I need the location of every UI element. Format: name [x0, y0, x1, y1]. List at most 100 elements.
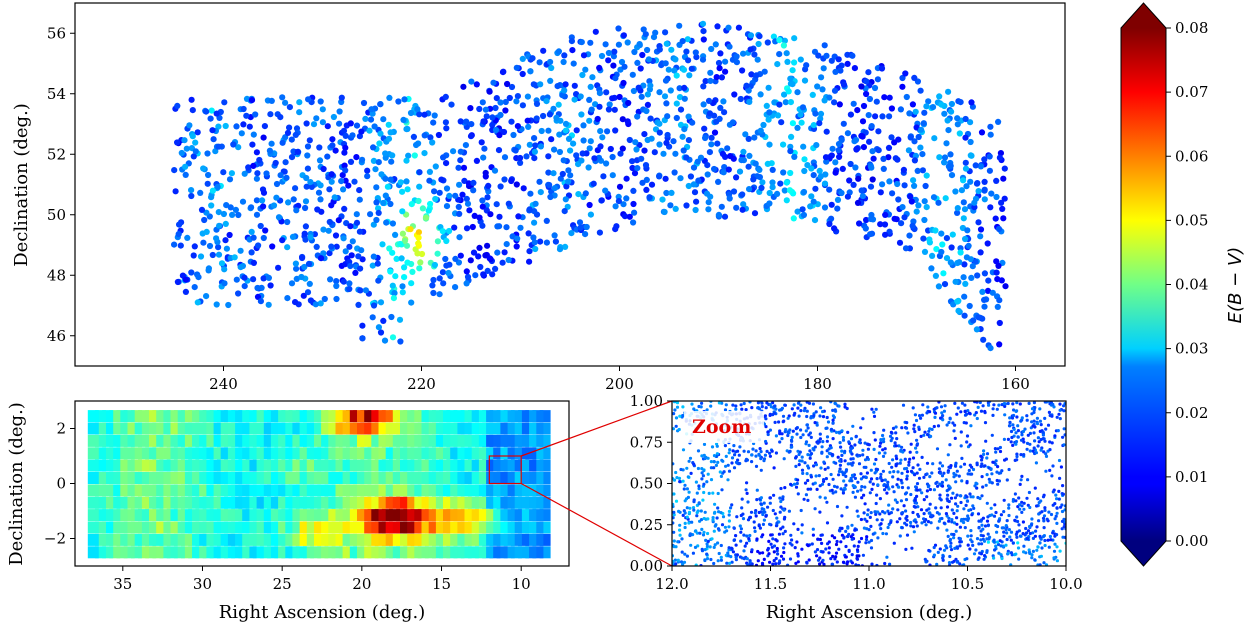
zoom-data-point [1008, 424, 1012, 428]
zoom-data-point [707, 491, 711, 495]
top-data-point [463, 225, 471, 232]
zoom-data-point [772, 544, 777, 548]
zoom-data-point [806, 478, 810, 483]
top-data-point [839, 165, 846, 172]
top-data-point [995, 225, 1003, 233]
bottom-left-map-cell [109, 447, 121, 460]
bottom-left-map-cell [360, 410, 372, 423]
bottom-left-map-cell [374, 509, 386, 522]
top-data-point [847, 111, 855, 118]
zoom-data-point [844, 529, 848, 534]
top-data-point [968, 99, 975, 106]
zoom-data-point [673, 408, 677, 412]
zoom-data-point [764, 417, 768, 421]
top-data-point [333, 295, 340, 303]
top-data-point [766, 141, 773, 148]
top-data-point [985, 277, 992, 284]
bottom-left-map-cell [460, 472, 472, 484]
top-data-point [850, 100, 857, 107]
top-data-point [683, 48, 690, 55]
zoom-data-point [702, 442, 707, 446]
zoom-data-point [884, 532, 889, 536]
top-data-point [317, 196, 324, 203]
zoom-data-point [913, 430, 917, 434]
top-data-point [733, 174, 740, 181]
top-data-point [776, 101, 783, 108]
bottom-left-map-cell [245, 521, 257, 534]
zoom-data-point [818, 432, 822, 436]
top-data-point [907, 193, 914, 200]
top-data-point [967, 138, 974, 146]
bottom-left-map-cell [331, 410, 343, 423]
zoom-data-point [701, 474, 706, 478]
bottom-left-map-cell [95, 410, 106, 423]
top-data-point [209, 187, 216, 194]
top-data-point [567, 147, 574, 154]
top-data-point [283, 174, 290, 181]
top-data-point [277, 114, 284, 121]
bottom-left-map-cell [209, 472, 221, 484]
zoom-data-point [776, 552, 780, 556]
top-data-point [712, 41, 719, 48]
zoom-data-point [975, 537, 980, 541]
zoom-data-point [715, 516, 719, 520]
bottom-left-map-cell [324, 434, 336, 447]
top-data-point [663, 40, 670, 47]
zoom-data-point [974, 411, 978, 415]
top-data-point [753, 72, 760, 79]
top-data-point [399, 208, 406, 215]
zoom-data-point [956, 406, 960, 410]
top-data-point [869, 148, 876, 155]
zoom-data-point [915, 524, 919, 528]
zoom-data-point [740, 506, 744, 510]
zoom-data-point [911, 406, 915, 410]
zoom-data-point [779, 554, 784, 558]
zoom-data-point [775, 539, 779, 543]
zoom-data-point [989, 506, 993, 510]
top-data-point [685, 113, 692, 120]
top-data-point [912, 108, 919, 115]
top-data-point [414, 250, 421, 257]
bottom-left-map-cell [539, 533, 551, 546]
bottom-left-map-cell [231, 434, 243, 447]
zoom-data-point [948, 539, 952, 543]
zoom-data-point [834, 402, 838, 406]
zoom-data-point [978, 551, 982, 555]
top-data-point [306, 280, 313, 287]
zoom-panel: Zoom 12.0 11.5 11.0 10.5 10.0 0.000.250.500.… [630, 392, 1083, 623]
top-data-point [800, 143, 807, 150]
top-data-point [954, 298, 961, 305]
bottom-left-map-cell [238, 459, 250, 472]
top-data-point [370, 253, 377, 260]
zoom-data-point [702, 482, 706, 486]
zoom-data-point [894, 464, 898, 468]
zoom-data-point [766, 432, 770, 437]
top-data-point [186, 122, 193, 129]
top-data-point [962, 280, 969, 287]
zoom-data-point [980, 475, 984, 479]
top-data-point [546, 111, 554, 118]
top-data-point [415, 242, 422, 249]
zoom-data-point [844, 474, 848, 478]
bottom-left-map-cell [281, 484, 293, 497]
bottom-left-map-cell [238, 521, 250, 534]
top-data-point [210, 136, 217, 143]
bottom-left-map-cell [259, 447, 271, 460]
zoom-data-point [994, 450, 998, 454]
bottom-left-map-cell [396, 447, 408, 460]
zoom-data-point [872, 447, 876, 451]
top-data-point [615, 198, 623, 205]
zoom-data-point [946, 470, 950, 474]
bottom-left-map-cell [317, 459, 329, 472]
bottom-left-map-cell [539, 447, 551, 460]
top-data-point [480, 154, 487, 161]
zoom-data-point [689, 471, 693, 475]
bottom-left-map-cell [159, 447, 171, 460]
top-data-point [183, 145, 190, 152]
colorbar-tick-label: 0.02 [1175, 404, 1208, 422]
top-data-point [377, 329, 385, 336]
bottom-left-map-cell [188, 509, 200, 522]
top-data-point [265, 301, 272, 308]
zoom-data-point [1030, 412, 1034, 416]
zoom-data-point [803, 461, 807, 465]
